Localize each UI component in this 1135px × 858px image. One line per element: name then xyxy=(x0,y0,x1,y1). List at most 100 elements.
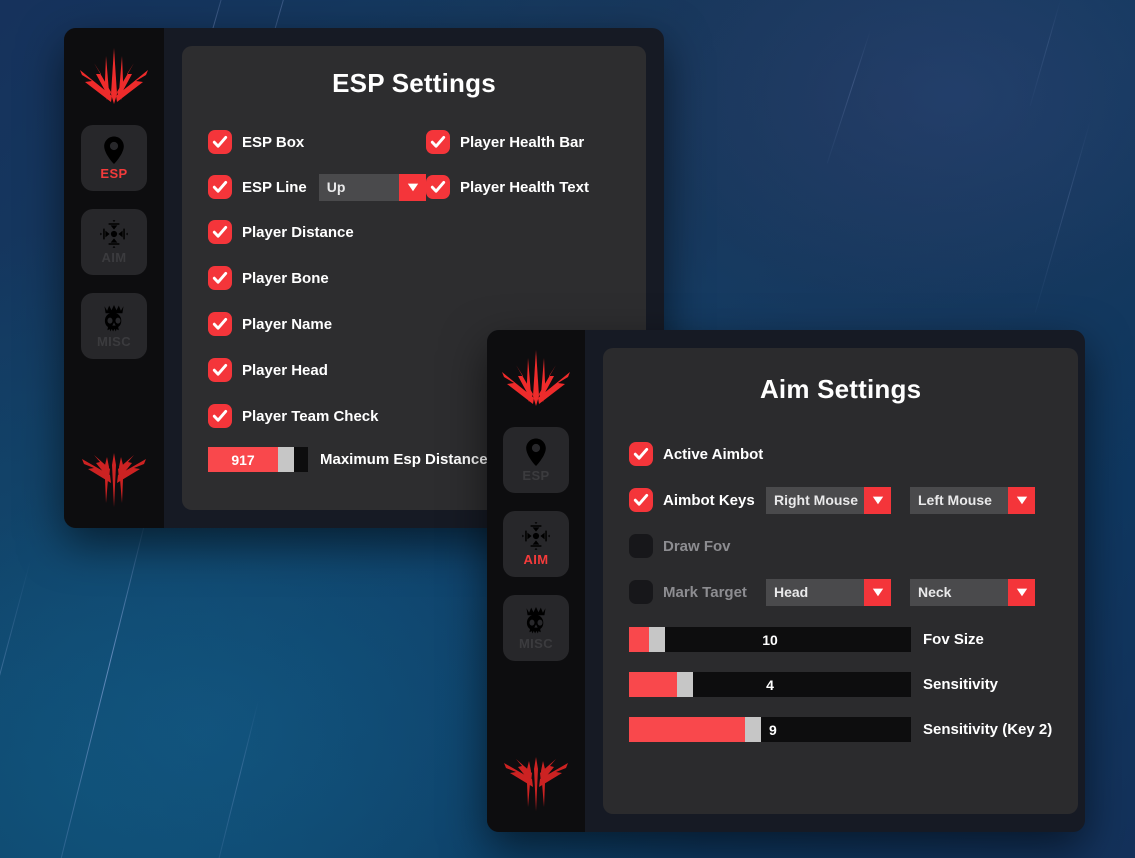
check-icon xyxy=(212,271,228,284)
slider-handle[interactable] xyxy=(745,717,761,742)
chevron-down-icon[interactable] xyxy=(864,486,891,514)
wallpaper-streak xyxy=(48,500,151,858)
checkbox-player-health-bar[interactable]: Player Health Bar xyxy=(426,130,584,154)
sidebar-item-aim[interactable]: AIM xyxy=(81,209,147,275)
dropdown-value: Head xyxy=(774,584,809,600)
slider-sensitivity[interactable]: 4 xyxy=(629,672,911,697)
chevron-down-icon[interactable] xyxy=(1008,486,1035,514)
location-pin-icon xyxy=(104,136,124,164)
sidebar-item-misc[interactable]: MISC xyxy=(81,293,147,359)
esp-sidebar: ESP AIM MISC xyxy=(64,28,164,528)
slider-value: 917 xyxy=(231,451,255,468)
option-row-esp-line: ESP Line Up xyxy=(208,170,620,204)
checkbox-box[interactable] xyxy=(208,312,232,336)
checkbox-box[interactable] xyxy=(208,220,232,244)
wallpaper-streak xyxy=(209,700,259,858)
dropdown-mark-target-1[interactable]: Head xyxy=(766,578,891,606)
slider-label: Sensitivity (Key 2) xyxy=(923,721,1053,738)
checkbox-box[interactable] xyxy=(629,534,653,558)
checkbox-box[interactable] xyxy=(208,130,232,154)
esp-options-list: ESP Box Player Health Bar xyxy=(208,125,620,483)
slider-row-maximum-esp-distance: 917 Maximum Esp Distance xyxy=(208,447,620,472)
slider-handle[interactable] xyxy=(278,447,294,472)
checkbox-label: ESP Line xyxy=(242,178,307,196)
wallpaper-glow-bottom xyxy=(0,470,550,858)
sidebar-item-label: MISC xyxy=(96,334,132,349)
chevron-down-icon[interactable] xyxy=(1008,578,1035,606)
sidebar-item-esp[interactable]: ESP xyxy=(503,427,569,493)
dropdown-esp-line-direction[interactable]: Up xyxy=(318,173,426,201)
sidebar-item-label: AIM xyxy=(101,250,127,265)
aim-settings-window[interactable]: ESP AIM MISC Aim Settings xyxy=(487,330,1085,832)
checkbox-label: Draw Fov xyxy=(663,537,731,555)
chevron-down-icon[interactable] xyxy=(399,173,426,201)
checkbox-active-aimbot[interactable]: Active Aimbot xyxy=(629,442,763,466)
slider-label: Sensitivity xyxy=(923,676,999,693)
checkbox-label: Player Bone xyxy=(242,269,329,287)
slider-handle[interactable] xyxy=(677,672,693,697)
checkbox-label: Mark Target xyxy=(663,583,747,601)
checkbox-box[interactable] xyxy=(426,175,450,199)
checkbox-draw-fov[interactable]: Draw Fov xyxy=(629,534,731,558)
checkbox-box[interactable] xyxy=(629,442,653,466)
slider-row-sensitivity: 4 Sensitivity xyxy=(629,672,1052,697)
sidebar-item-esp[interactable]: ESP xyxy=(81,125,147,191)
slider-label: Maximum Esp Distance xyxy=(320,451,488,468)
slider-handle[interactable] xyxy=(649,627,665,652)
check-icon xyxy=(212,363,228,376)
option-row-draw-fov: Draw Fov xyxy=(629,529,1052,563)
check-icon xyxy=(212,135,228,148)
wallpaper-streak xyxy=(0,560,31,858)
aim-sidebar-nav: ESP AIM MISC xyxy=(503,427,569,661)
checkbox-player-bone[interactable]: Player Bone xyxy=(208,266,329,290)
crosshair-icon xyxy=(522,522,550,550)
crowned-skull-icon xyxy=(104,305,124,332)
dropdown-mark-target-2[interactable]: Neck xyxy=(910,578,1035,606)
option-row-player-distance: Player Distance xyxy=(208,215,620,249)
slider-sensitivity-key-2[interactable]: 9 xyxy=(629,717,911,742)
checkbox-player-name[interactable]: Player Name xyxy=(208,312,332,336)
sidebar-item-misc[interactable]: MISC xyxy=(503,595,569,661)
checkbox-box[interactable] xyxy=(208,358,232,382)
checkbox-aimbot-keys[interactable]: Aimbot Keys xyxy=(629,488,755,512)
checkbox-label: Player Distance xyxy=(242,223,354,241)
checkbox-box[interactable] xyxy=(208,266,232,290)
wallpaper-streak xyxy=(826,30,871,164)
option-row-player-head: Player Head xyxy=(208,353,620,387)
checkbox-box[interactable] xyxy=(208,175,232,199)
option-row-player-team-check: Player Team Check xyxy=(208,399,620,433)
checkbox-box[interactable] xyxy=(629,580,653,604)
slider-row-fov-size: 10 Fov Size xyxy=(629,627,1052,652)
dropdown-value: Up xyxy=(326,179,346,195)
slider-value: 4 xyxy=(766,676,774,693)
checkbox-player-health-text[interactable]: Player Health Text xyxy=(426,175,589,199)
dropdown-aimbot-key-2[interactable]: Left Mouse xyxy=(910,486,1035,514)
dropdown-aimbot-key-1[interactable]: Right Mouse xyxy=(766,486,891,514)
wallpaper-streak xyxy=(1029,0,1061,107)
slider-fov-size[interactable]: 10 xyxy=(629,627,911,652)
sidebar-item-aim[interactable]: AIM xyxy=(503,511,569,577)
chevron-down-icon[interactable] xyxy=(864,578,891,606)
checkbox-mark-target[interactable]: Mark Target xyxy=(629,580,747,604)
check-icon xyxy=(633,493,649,506)
slider-maximum-esp-distance[interactable]: 917 xyxy=(208,447,308,472)
option-row-player-bone: Player Bone xyxy=(208,261,620,295)
dropdown-value: Neck xyxy=(918,584,952,600)
sidebar-item-label: MISC xyxy=(518,636,554,651)
checkbox-box[interactable] xyxy=(208,404,232,428)
option-row-mark-target: Mark Target Head Neck xyxy=(629,575,1052,609)
checkbox-player-head[interactable]: Player Head xyxy=(208,358,328,382)
checkbox-box[interactable] xyxy=(629,488,653,512)
option-row-active-aimbot: Active Aimbot xyxy=(629,437,1052,471)
check-icon xyxy=(430,135,446,148)
option-row-player-name: Player Name xyxy=(208,307,620,341)
dropdown-value: Right Mouse xyxy=(774,492,858,508)
checkbox-player-distance[interactable]: Player Distance xyxy=(208,220,354,244)
checkbox-player-team-check[interactable]: Player Team Check xyxy=(208,404,378,428)
dropdown-value: Left Mouse xyxy=(918,492,992,508)
slider-fill xyxy=(629,627,649,652)
checkbox-box[interactable] xyxy=(426,130,450,154)
check-icon xyxy=(212,225,228,238)
checkbox-esp-line[interactable]: ESP Line xyxy=(208,175,307,199)
checkbox-esp-box[interactable]: ESP Box xyxy=(208,130,304,154)
